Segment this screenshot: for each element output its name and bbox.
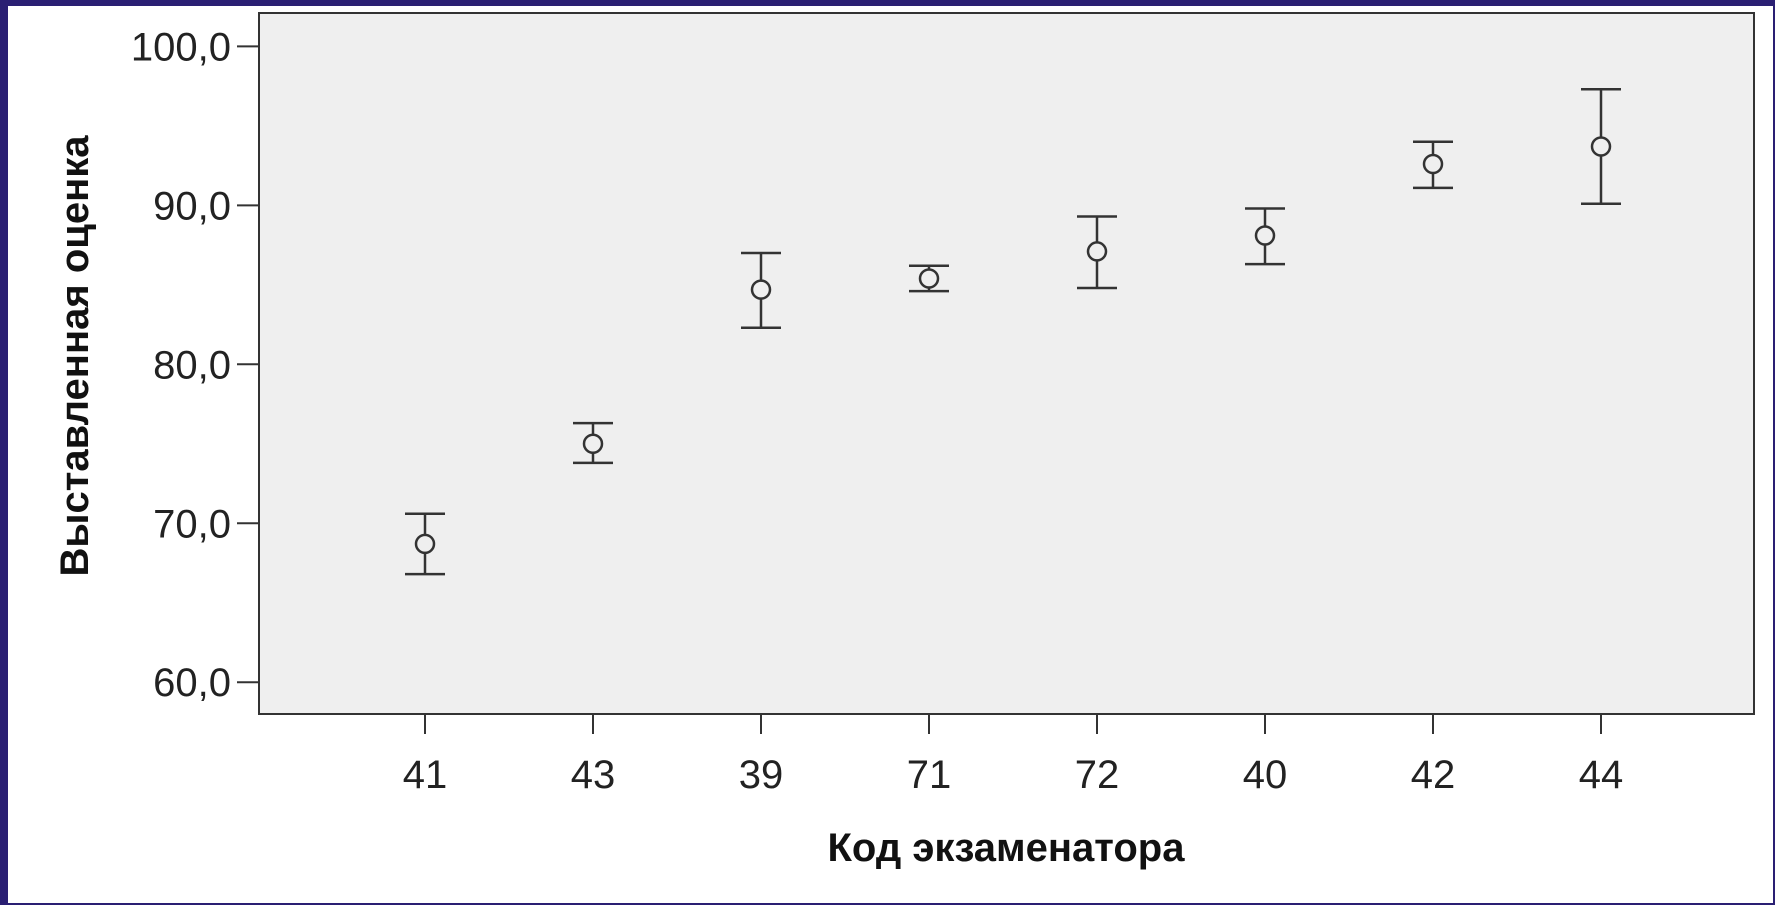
error-bar-41	[405, 512, 445, 576]
mean-point	[582, 433, 604, 455]
y-tick-label: 80,0	[153, 343, 231, 387]
mean-point	[1254, 225, 1276, 246]
plot-area	[258, 12, 1755, 715]
error-bar-72	[1077, 215, 1117, 290]
y-tick-label: 70,0	[153, 502, 231, 546]
y-axis-title: Выставленная оценка	[53, 135, 97, 577]
y-tick-label: 90,0	[153, 184, 231, 228]
error-bar-42	[1413, 140, 1453, 190]
y-tick-label: 100,0	[131, 25, 231, 69]
error-bar-43	[573, 421, 613, 465]
error-bar-40	[1245, 207, 1285, 266]
mean-point	[918, 268, 940, 289]
error-bar-chart: 60,0 70,0 80,0 90,0 100,0 41 43 39 71 72 40 42 44 В…	[53, 12, 1755, 870]
error-bar-44	[1581, 88, 1621, 205]
chart-frame: 60,0 70,0 80,0 90,0 100,0 41 43 39 71 72 40 42 44 В…	[8, 6, 1773, 903]
mean-point	[750, 279, 772, 300]
x-tick-label: 71	[907, 753, 952, 797]
x-tick-label: 41	[403, 753, 448, 797]
mean-point	[1422, 153, 1444, 175]
x-tick-label: 44	[1579, 753, 1624, 797]
mean-point	[1086, 241, 1108, 262]
x-axis-title: Код экзаменатора	[828, 826, 1186, 870]
error-bar-39	[741, 251, 781, 329]
x-tick-label: 42	[1411, 753, 1456, 797]
y-axis: 60,0 70,0 80,0 90,0 100,0	[131, 25, 259, 705]
y-tick-label: 60,0	[153, 661, 231, 705]
mean-point	[1590, 136, 1612, 157]
x-tick-label: 40	[1243, 753, 1288, 797]
error-bars	[405, 88, 1621, 576]
x-tick-label: 72	[1075, 753, 1120, 797]
error-bar-71	[909, 264, 949, 293]
mean-point	[414, 533, 436, 555]
x-tick-label: 39	[739, 753, 784, 797]
x-axis: 41 43 39 71 72 40 42 44	[403, 714, 1624, 797]
x-tick-label: 43	[571, 753, 616, 797]
